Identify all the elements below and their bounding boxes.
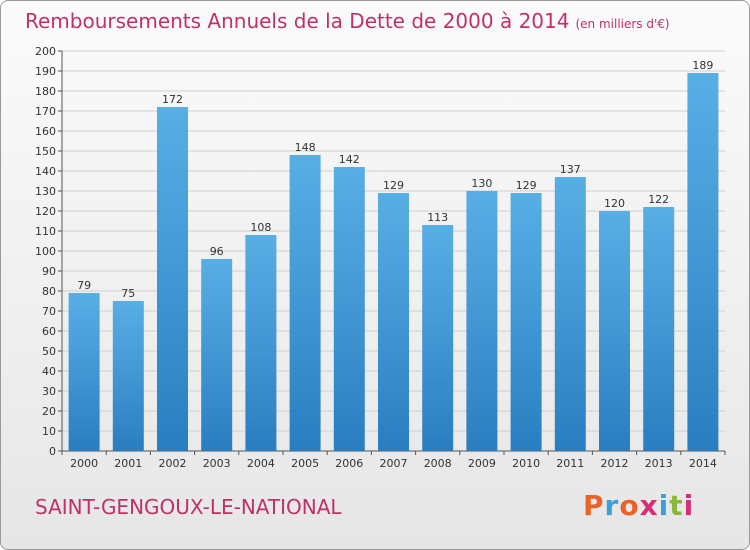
x-tick-label: 2013 (645, 457, 673, 470)
bar-value-label: 137 (560, 163, 581, 176)
bar (201, 259, 233, 451)
logo-letter: r (604, 489, 620, 522)
chart-title: Remboursements Annuels de la Dette de 20… (25, 9, 570, 33)
x-tick-label: 2003 (203, 457, 231, 470)
logo-letter: x (639, 489, 659, 522)
bar (466, 191, 498, 451)
y-tick-label: 140 (35, 165, 56, 178)
bar-value-label: 96 (210, 245, 224, 258)
y-tick-label: 60 (42, 325, 56, 338)
proxiti-logo: Proxiti (583, 489, 694, 522)
x-tick-label: 2009 (468, 457, 496, 470)
y-tick-label: 40 (42, 365, 56, 378)
x-tick-label: 2006 (335, 457, 363, 470)
bar-value-label: 189 (692, 59, 713, 72)
y-tick-label: 120 (35, 205, 56, 218)
x-tick-label: 2011 (556, 457, 584, 470)
bar-value-label: 120 (604, 197, 625, 210)
bar (510, 193, 542, 451)
chart-title-block: Remboursements Annuels de la Dette de 20… (25, 9, 670, 33)
bar (68, 293, 100, 451)
y-tick-label: 170 (35, 105, 56, 118)
logo-letter: o (619, 489, 640, 522)
y-tick-label: 190 (35, 65, 56, 78)
y-tick-label: 0 (49, 445, 56, 458)
logo-letter: P (583, 489, 605, 522)
y-tick-label: 70 (42, 305, 56, 318)
bar (687, 73, 719, 451)
bar-value-label: 129 (516, 179, 537, 192)
bar (333, 167, 365, 451)
y-tick-label: 90 (42, 265, 56, 278)
x-tick-label: 2012 (601, 457, 629, 470)
bar (289, 155, 321, 451)
bar (378, 193, 409, 451)
commune-name: SAINT-GENGOUX-LE-NATIONAL (35, 495, 342, 519)
y-tick-label: 100 (35, 245, 56, 258)
bar (157, 107, 188, 451)
bar-value-label: 79 (77, 279, 91, 292)
y-tick-label: 160 (35, 125, 56, 138)
x-tick-label: 2014 (689, 457, 717, 470)
y-tick-label: 10 (42, 425, 56, 438)
y-tick-label: 110 (35, 225, 56, 238)
logo-letter: t (669, 489, 684, 522)
y-tick-label: 50 (42, 345, 56, 358)
bar-value-label: 75 (121, 287, 135, 300)
x-tick-label: 2001 (114, 457, 142, 470)
x-tick-label: 2002 (159, 457, 187, 470)
bar-value-label: 172 (162, 93, 183, 106)
bars (68, 73, 719, 451)
y-tick-label: 130 (35, 185, 56, 198)
x-tick-label: 2000 (70, 457, 98, 470)
data-labels: 79 75 172 96 108 148 142 129 113 130 129 137 120 122 1… (77, 59, 713, 300)
bar (643, 207, 675, 451)
y-tick-label: 30 (42, 385, 56, 398)
bar-value-label: 122 (648, 193, 669, 206)
bar (245, 235, 277, 451)
logo-letter: i (658, 489, 670, 522)
bar-value-label: 129 (383, 179, 404, 192)
logo-letter: i (683, 489, 695, 522)
bar-value-label: 113 (427, 211, 448, 224)
bar (422, 225, 454, 451)
x-tick-label: 2010 (512, 457, 540, 470)
bar-value-label: 108 (250, 221, 271, 234)
bar (599, 211, 630, 451)
bar (554, 177, 586, 451)
y-tick-label: 20 (42, 405, 56, 418)
y-tick-label: 180 (35, 85, 56, 98)
x-tick-label: 2004 (247, 457, 275, 470)
y-tick-label: 80 (42, 285, 56, 298)
x-tick-label: 2007 (380, 457, 408, 470)
bar-value-label: 148 (295, 141, 316, 154)
axes: 0 10 20 30 40 50 60 70 80 90 100 110 120 130 140 150 160… (35, 45, 726, 470)
bar (112, 301, 144, 451)
y-tick-label: 150 (35, 145, 56, 158)
x-tick-label: 2005 (291, 457, 319, 470)
bar-value-label: 142 (339, 153, 360, 166)
chart-unit: (en milliers d'€) (575, 17, 670, 31)
bar-value-label: 130 (471, 177, 492, 190)
y-tick-label: 200 (35, 45, 56, 58)
x-tick-label: 2008 (424, 457, 452, 470)
